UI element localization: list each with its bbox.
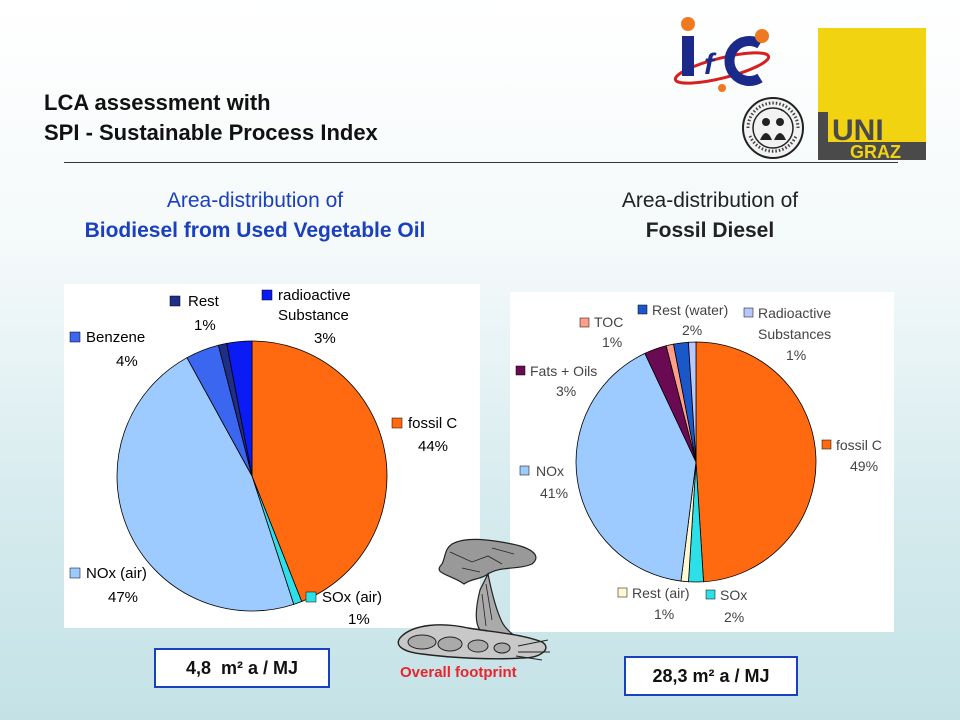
legend-swatch-sox-2 <box>705 589 716 600</box>
biodiesel-slice-radioactive-substance <box>226 340 253 477</box>
legend-rest-water: Rest (water) 2% <box>637 302 728 338</box>
legend-pct-rest-air: 1% <box>654 606 674 622</box>
legend-fossil-c-2: fossil C 49% <box>821 437 882 474</box>
fossil-diesel-pie-chart: TOC 1% Rest (water) 2% Radioactive Subst… <box>510 292 894 632</box>
slide-title: LCA assessment with SPI - Sustainable Pr… <box>44 88 378 148</box>
fossil-slice-fossil-c <box>695 341 817 583</box>
legend-swatch-radioactive-substances <box>743 307 754 318</box>
legend-label-rest: Rest <box>188 293 220 310</box>
chart2-heading-line1: Area-distribution of <box>621 189 799 212</box>
university-seal <box>742 97 804 159</box>
legend-label-rest-water: Rest (water) <box>652 302 728 318</box>
legend-label-radioactive-1: radioactive <box>278 287 351 304</box>
legend-benzene: Benzene 4% <box>69 329 145 370</box>
legend-label-rest-air: Rest (air) <box>632 585 690 601</box>
biodiesel-slice-nox-air <box>116 357 295 612</box>
legend-swatch-fossil-c <box>391 417 403 429</box>
legend-nox: NOx (air) 47% <box>69 565 147 606</box>
legend-label-toc: TOC <box>594 314 623 330</box>
legend-label-sox-2: SOx <box>720 587 747 603</box>
legend-pct-fossil-c-2: 49% <box>850 458 878 474</box>
biodiesel-pie-chart: Rest 1% radioactive Substance 3% Benzene… <box>64 284 480 628</box>
legend-pct-fossil-c: 44% <box>418 438 448 455</box>
legend-swatch-fats-oils <box>515 365 526 376</box>
uni-graz-logo: UNI GRAZ <box>818 28 926 160</box>
legend-pct-rest: 1% <box>194 317 216 334</box>
legend-swatch-nox <box>69 567 81 579</box>
legend-pct-rest-water: 2% <box>682 322 702 338</box>
legend-rest: Rest 1% <box>169 293 220 334</box>
legend-label-nox: NOx (air) <box>86 565 147 582</box>
legend-pct-fats-oils: 3% <box>556 383 576 399</box>
legend-swatch-radioactive <box>261 289 273 301</box>
legend-label-fossil-c: fossil C <box>408 415 457 432</box>
legend-pct-radioactive-substances: 1% <box>786 347 806 363</box>
svg-text:GRAZ: GRAZ <box>850 142 901 160</box>
legend-swatch-sox <box>305 591 317 603</box>
legend-label-sox: SOx (air) <box>322 589 382 606</box>
chart1-heading-line1: Area-distribution of <box>166 189 344 212</box>
legend-pct-benzene: 4% <box>116 353 138 370</box>
ifc-logo: f <box>673 17 771 92</box>
legend-swatch-fossil-c-2 <box>821 439 832 450</box>
legend-sox: SOx (air) 1% <box>305 589 382 628</box>
svg-text:UNI: UNI <box>832 114 884 147</box>
legend-swatch-rest-water <box>637 304 648 315</box>
svg-text:f: f <box>704 48 717 81</box>
fossil-footprint-value: 28,3 m² a / MJ <box>624 656 798 696</box>
legend-pct-nox: 47% <box>108 589 138 606</box>
legend-label-benzene: Benzene <box>86 329 145 346</box>
uni-graz-emblem: UNI GRAZ <box>818 108 926 160</box>
chart1-heading: Area-distribution of Biodiesel from Used… <box>20 186 490 246</box>
chart1-heading-line2: Biodiesel from Used Vegetable Oil <box>84 219 426 242</box>
legend-label-radioactive-2: Substance <box>278 307 349 324</box>
legend-label-radioactive-substances-2: Substances <box>758 326 831 342</box>
footprint-caption: Overall footprint <box>400 664 517 681</box>
legend-fossil-c: fossil C 44% <box>391 415 457 455</box>
legend-nox-2: NOx 41% <box>519 463 568 501</box>
legend-swatch-rest-air <box>617 587 628 598</box>
fossil-slice-radioactive-substances <box>688 341 697 463</box>
slide-title-line2: SPI - Sustainable Process Index <box>44 120 378 145</box>
legend-fats-oils: Fats + Oils 3% <box>515 363 597 399</box>
legend-pct-radioactive: 3% <box>314 330 336 347</box>
legend-sox-2: SOx 2% <box>705 587 747 625</box>
chart2-heading: Area-distribution of Fossil Diesel <box>530 186 890 246</box>
legend-pct-nox-2: 41% <box>540 485 568 501</box>
legend-radioactive: radioactive Substance 3% <box>261 287 351 347</box>
legend-label-radioactive-substances-1: Radioactive <box>758 305 831 321</box>
legend-swatch-nox-2 <box>519 465 530 476</box>
legend-swatch-rest <box>169 295 181 307</box>
legend-label-fossil-c-2: fossil C <box>836 437 882 453</box>
legend-swatch-toc <box>579 317 590 328</box>
legend-swatch-benzene <box>69 331 81 343</box>
legend-pct-toc: 1% <box>602 334 622 350</box>
legend-toc: TOC 1% <box>579 314 623 350</box>
biodiesel-slice-fossil-c <box>251 340 388 603</box>
slide-title-line1: LCA assessment with <box>44 90 271 115</box>
biodiesel-footprint-value: 4,8 m² a / MJ <box>154 648 330 688</box>
legend-pct-sox: 1% <box>348 611 370 628</box>
footprint-illustration <box>397 538 550 661</box>
title-divider <box>64 162 898 163</box>
legend-radioactive-substances: Radioactive Substances 1% <box>743 305 831 363</box>
legend-rest-air: Rest (air) 1% <box>617 585 690 622</box>
legend-label-fats-oils: Fats + Oils <box>530 363 597 379</box>
legend-label-nox-2: NOx <box>536 463 564 479</box>
legend-pct-sox-2: 2% <box>724 609 744 625</box>
fossil-slice-nox <box>575 352 697 582</box>
chart2-heading-line2: Fossil Diesel <box>645 219 775 242</box>
